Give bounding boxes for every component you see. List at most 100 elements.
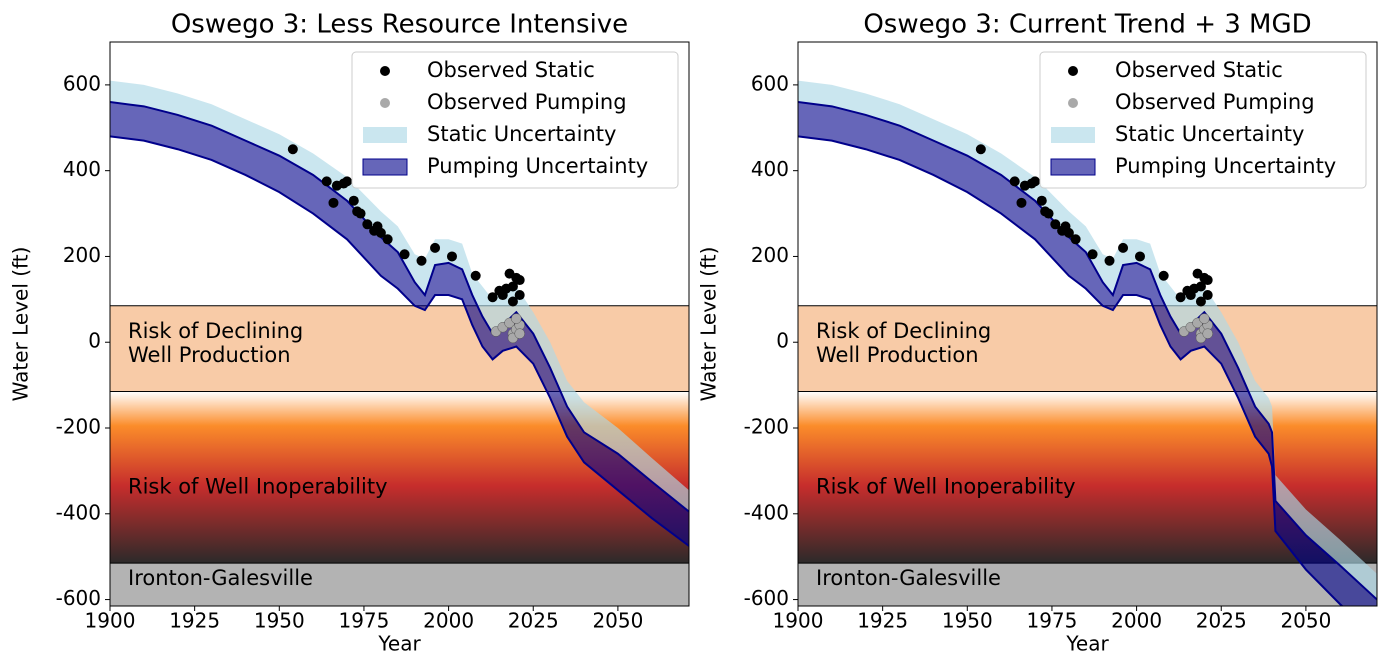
observation — [1030, 176, 1041, 187]
observation — [362, 219, 373, 230]
observation — [1158, 270, 1169, 281]
observation — [507, 296, 518, 307]
observation — [1175, 292, 1186, 303]
observation — [1195, 281, 1206, 292]
observation — [287, 144, 298, 155]
observation — [1202, 275, 1213, 286]
observation — [1070, 234, 1081, 245]
zone — [798, 305, 1377, 392]
y-axis-label: Water Level (ft) — [9, 247, 33, 402]
x-tick-label: 2025 — [508, 609, 559, 633]
observation — [355, 208, 366, 219]
zone — [110, 305, 689, 392]
uncertainty-band — [798, 102, 1377, 606]
y-tick-label: -400 — [744, 500, 789, 524]
observation — [1199, 313, 1210, 324]
legend-marker — [1068, 98, 1078, 108]
observation — [1036, 195, 1047, 206]
y-tick-label: 600 — [751, 71, 789, 95]
observation — [1118, 242, 1129, 253]
observation — [514, 290, 525, 301]
legend-label: Static Uncertainty — [427, 122, 616, 146]
legend-label: Pumping Uncertainty — [1115, 154, 1336, 178]
zone-label: Well Production — [816, 343, 979, 367]
legend-label: Observed Static — [1115, 58, 1283, 82]
band-edge — [798, 101, 1377, 601]
zone-label: Risk of Well Inoperability — [816, 475, 1076, 499]
observation — [446, 251, 457, 262]
observation — [487, 292, 498, 303]
x-tick-label: 2000 — [1111, 609, 1162, 633]
legend-swatch — [363, 127, 407, 143]
y-axis-label: Water Level (ft) — [697, 247, 721, 402]
y-tick-label: -600 — [744, 586, 789, 610]
legend-swatch — [362, 158, 408, 176]
plot-frame — [109, 41, 690, 607]
zone — [798, 563, 1377, 606]
y-tick-label: -600 — [56, 586, 101, 610]
x-tick-label: 1900 — [85, 609, 136, 633]
legend-label: Static Uncertainty — [1115, 122, 1304, 146]
observation — [1202, 328, 1213, 339]
x-tick-label: 1925 — [169, 609, 220, 633]
x-tick-label: 1900 — [773, 609, 824, 633]
x-tick-label: 1950 — [254, 609, 305, 633]
observation — [470, 270, 481, 281]
observation — [1043, 208, 1054, 219]
legend-label: Observed Pumping — [1115, 90, 1315, 114]
legend-swatch — [1050, 158, 1096, 176]
zone-label: Risk of Declining — [128, 319, 303, 343]
y-tick-label: 400 — [63, 157, 101, 181]
x-axis-label: Year — [1065, 632, 1109, 656]
legend-label: Pumping Uncertainty — [427, 154, 648, 178]
zone-label: Ironton-Galesville — [816, 566, 1001, 590]
observation — [1202, 290, 1213, 301]
observation — [342, 176, 353, 187]
observation — [1009, 176, 1020, 187]
legend-box — [351, 51, 679, 189]
x-tick-label: 2050 — [592, 609, 643, 633]
observation — [1195, 296, 1206, 307]
x-tick-label: 1975 — [1026, 609, 1077, 633]
chart-title: Oswego 3: Current Trend + 3 MGD — [863, 10, 1311, 40]
legend-marker — [380, 98, 390, 108]
zone-label: Risk of Well Inoperability — [128, 475, 388, 499]
y-tick-label: -200 — [56, 415, 101, 439]
x-tick-label: 1975 — [338, 609, 389, 633]
chart-title: Oswego 3: Less Resource Intensive — [171, 10, 628, 40]
zone-label: Well Production — [128, 343, 291, 367]
legend-label: Observed Static — [427, 58, 595, 82]
observation — [382, 234, 393, 245]
observation — [1050, 219, 1061, 230]
observation — [416, 255, 427, 266]
y-tick-label: -400 — [56, 500, 101, 524]
observation — [1016, 197, 1027, 208]
observation — [1104, 255, 1115, 266]
observation — [375, 227, 386, 238]
legend-swatch — [1051, 127, 1095, 143]
observation — [321, 176, 332, 187]
observation — [514, 328, 525, 339]
observation — [514, 275, 525, 286]
y-tick-label: 0 — [776, 329, 789, 353]
zone-label: Risk of Declining — [816, 319, 991, 343]
band-edge — [110, 101, 689, 513]
x-axis-label: Year — [377, 632, 421, 656]
legend-marker — [1068, 66, 1078, 76]
observation — [1087, 249, 1098, 260]
zone — [110, 563, 689, 606]
observation — [348, 195, 359, 206]
legend-marker — [380, 66, 390, 76]
y-tick-label: 200 — [751, 243, 789, 267]
x-tick-label: 1925 — [857, 609, 908, 633]
y-tick-label: 0 — [88, 329, 101, 353]
x-tick-label: 1950 — [942, 609, 993, 633]
x-tick-label: 2000 — [423, 609, 474, 633]
observation — [430, 242, 441, 253]
legend-box — [1039, 51, 1367, 189]
band-edge — [110, 135, 689, 547]
legend-label: Observed Pumping — [427, 90, 627, 114]
